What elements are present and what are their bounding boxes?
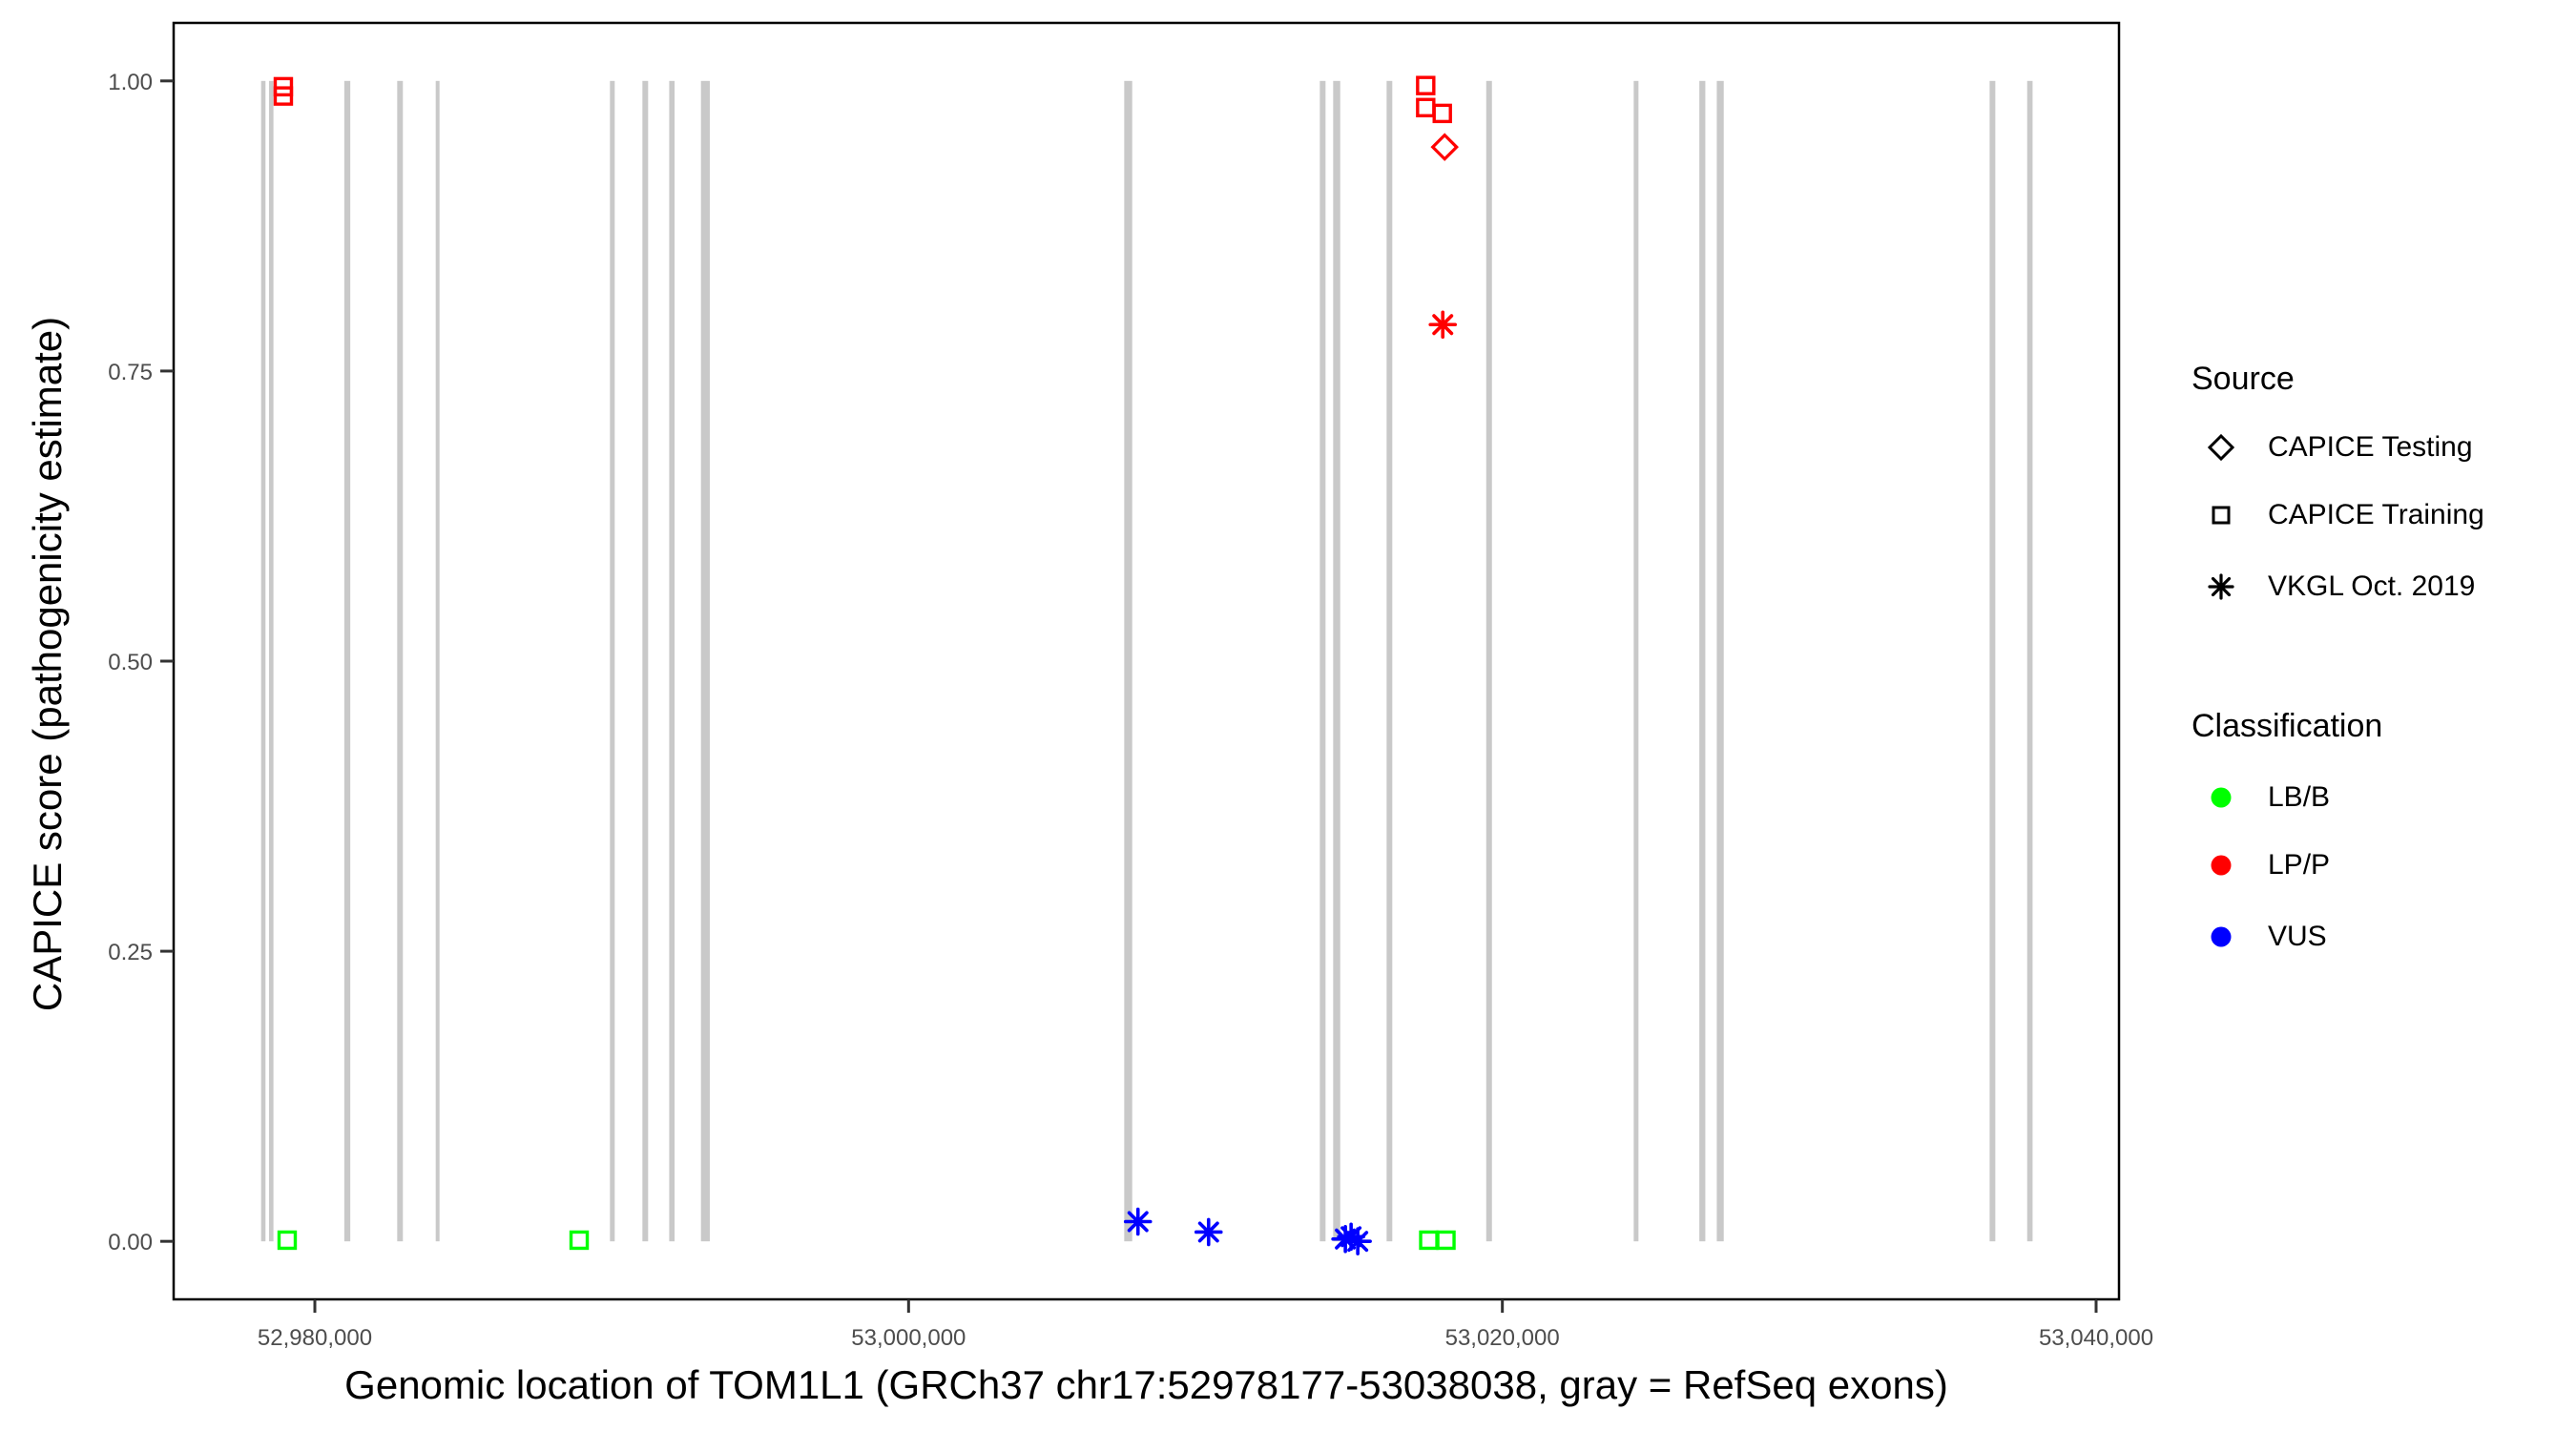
point-square xyxy=(1416,97,1436,117)
x-tick-label: 52,980,000 xyxy=(258,1325,372,1351)
point-square xyxy=(1419,1230,1439,1251)
dot-legend-icon xyxy=(2211,855,2232,876)
exon-bar xyxy=(1386,80,1393,1242)
point-asterisk xyxy=(1123,1207,1153,1236)
legend-item-capice-testing: CAPICE Testing xyxy=(2204,428,2473,467)
point-square xyxy=(277,1230,298,1251)
legend-item-lp-p: LP/P xyxy=(2204,846,2330,884)
asterisk-spoke xyxy=(1432,314,1454,336)
color-dot-icon xyxy=(2204,778,2238,817)
asterisk-icon xyxy=(2204,568,2238,606)
legend-classification-title: Classification xyxy=(2192,708,2383,744)
dot-glyph xyxy=(2211,855,2232,876)
dot-legend-icon xyxy=(2211,926,2232,947)
point-square xyxy=(1416,75,1436,95)
point-square xyxy=(1432,103,1452,124)
point-diamond xyxy=(1430,133,1459,161)
y-tick-label: 0.25 xyxy=(108,940,153,965)
asterisk-spoke xyxy=(1127,1211,1149,1233)
exon-bar xyxy=(1124,80,1132,1242)
exon-bar xyxy=(1633,80,1639,1242)
dot-legend-icon xyxy=(2211,787,2232,808)
exon-bar xyxy=(1989,80,1996,1242)
legend-item-lb-b: LB/B xyxy=(2204,778,2330,817)
x-tick-label: 53,020,000 xyxy=(1445,1325,1560,1351)
exon-bar xyxy=(669,80,675,1242)
legend-source-title: Source xyxy=(2192,361,2295,397)
x-tick-label: 53,040,000 xyxy=(2039,1325,2153,1351)
exon-bar xyxy=(260,80,266,1242)
exon-bar xyxy=(2026,80,2033,1242)
diamond-glyph xyxy=(2207,433,2235,462)
diamond-legend-icon xyxy=(2207,433,2235,462)
exon-bar xyxy=(610,80,615,1242)
legend-item-vus: VUS xyxy=(2204,918,2327,956)
exon-bar xyxy=(1319,80,1326,1242)
legend-item-label: LB/B xyxy=(2268,781,2331,813)
point-asterisk xyxy=(1428,310,1458,340)
legend-item-label: VUS xyxy=(2268,921,2327,952)
y-axis-title: CAPICE score (pathogenicity estimate) xyxy=(25,316,70,1012)
color-dot-icon xyxy=(2204,846,2238,884)
point-asterisk xyxy=(1343,1227,1372,1255)
exon-bar xyxy=(642,80,649,1242)
exon-bar xyxy=(435,80,440,1242)
exon-bar xyxy=(268,80,274,1242)
exon-bar xyxy=(1699,80,1706,1242)
point-asterisk xyxy=(1194,1217,1223,1247)
exon-bar xyxy=(397,80,404,1242)
panel-border xyxy=(172,21,2121,1301)
square-glyph xyxy=(2212,506,2231,525)
legend-item-label: CAPICE Testing xyxy=(2268,431,2473,463)
square-icon xyxy=(2204,496,2238,534)
exon-bar xyxy=(343,80,351,1242)
exon-bar xyxy=(1716,80,1724,1242)
point-square xyxy=(273,86,294,106)
legend-item-capice-training: CAPICE Training xyxy=(2204,496,2484,534)
point-square xyxy=(1436,1230,1456,1251)
y-tick-label: 0.00 xyxy=(108,1230,153,1255)
square-legend-icon xyxy=(2212,506,2231,525)
legend-item-label: CAPICE Training xyxy=(2268,499,2484,530)
exon-bar xyxy=(700,80,710,1242)
x-tick-label: 53,000,000 xyxy=(851,1325,966,1351)
y-tick-label: 1.00 xyxy=(108,70,153,95)
asterisk-glyph xyxy=(2211,576,2232,597)
exon-bar xyxy=(1485,80,1492,1242)
y-tick-label: 0.50 xyxy=(108,650,153,675)
point-square xyxy=(569,1230,590,1251)
diamond-icon xyxy=(2204,428,2238,467)
y-tick-label: 0.75 xyxy=(108,360,153,385)
asterisk-spoke xyxy=(1197,1221,1219,1243)
color-dot-icon xyxy=(2204,918,2238,956)
asterisk-legend-icon xyxy=(2208,573,2234,600)
exon-bar xyxy=(1333,80,1340,1242)
dot-glyph xyxy=(2211,926,2232,947)
legend-item-vkgl-oct-2019: VKGL Oct. 2019 xyxy=(2204,568,2475,606)
x-axis-title: Genomic location of TOM1L1 (GRCh37 chr17… xyxy=(344,1362,1948,1407)
legend-item-label: VKGL Oct. 2019 xyxy=(2268,570,2476,602)
asterisk-spoke xyxy=(1347,1231,1369,1253)
legend-item-label: LP/P xyxy=(2268,849,2331,881)
dot-glyph xyxy=(2211,787,2232,808)
